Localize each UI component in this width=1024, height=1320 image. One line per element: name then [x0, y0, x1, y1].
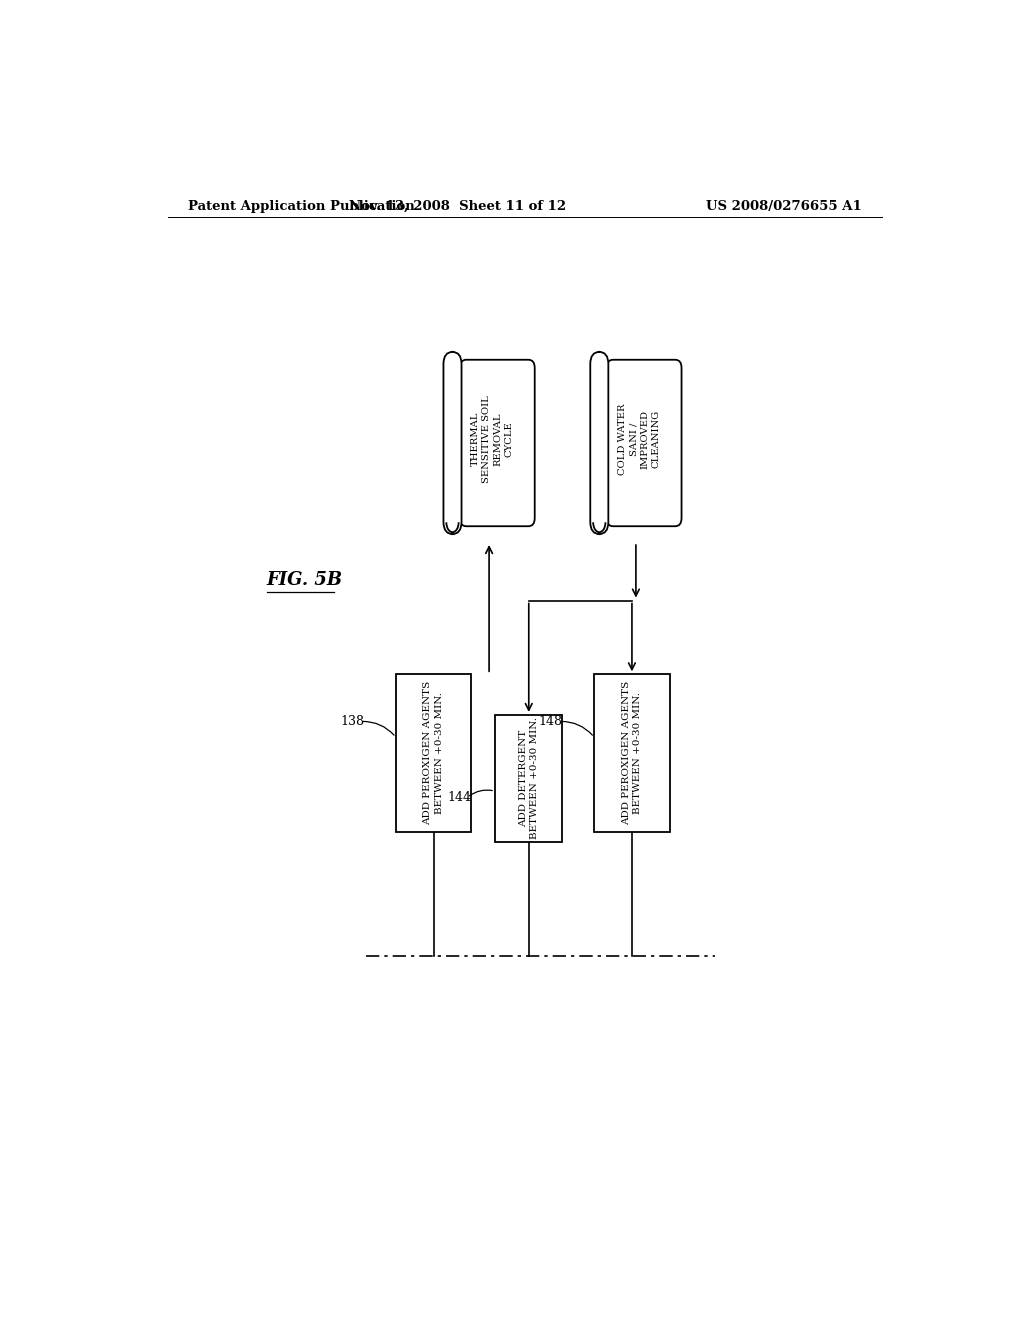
Text: THERMAL
SENSITIVE SOIL
REMOVAL
CYCLE: THERMAL SENSITIVE SOIL REMOVAL CYCLE	[471, 395, 513, 483]
Bar	[594, 675, 670, 832]
Text: ADD DETERGENT
BETWEEN +0-30 MIN.: ADD DETERGENT BETWEEN +0-30 MIN.	[519, 717, 539, 840]
FancyBboxPatch shape	[460, 360, 535, 527]
Text: 138: 138	[340, 715, 365, 729]
Text: ADD PEROXIGEN AGENTS
BETWEEN +0-30 MIN.: ADD PEROXIGEN AGENTS BETWEEN +0-30 MIN.	[622, 681, 642, 825]
Text: 144: 144	[447, 791, 471, 804]
Text: FIG. 5B: FIG. 5B	[267, 572, 343, 589]
FancyBboxPatch shape	[606, 360, 682, 527]
Text: Nov. 13, 2008  Sheet 11 of 12: Nov. 13, 2008 Sheet 11 of 12	[349, 201, 566, 213]
Bar	[495, 715, 562, 842]
Text: COLD WATER
SANI /
IMPROVED
CLEANING: COLD WATER SANI / IMPROVED CLEANING	[618, 404, 660, 475]
Text: ADD PEROXIGEN AGENTS
BETWEEN +0-30 MIN.: ADD PEROXIGEN AGENTS BETWEEN +0-30 MIN.	[424, 681, 443, 825]
Text: US 2008/0276655 A1: US 2008/0276655 A1	[707, 201, 862, 213]
Bar	[396, 675, 471, 832]
FancyBboxPatch shape	[590, 352, 608, 535]
Text: Patent Application Publication: Patent Application Publication	[187, 201, 415, 213]
Text: 148: 148	[539, 715, 562, 729]
FancyBboxPatch shape	[443, 352, 462, 535]
